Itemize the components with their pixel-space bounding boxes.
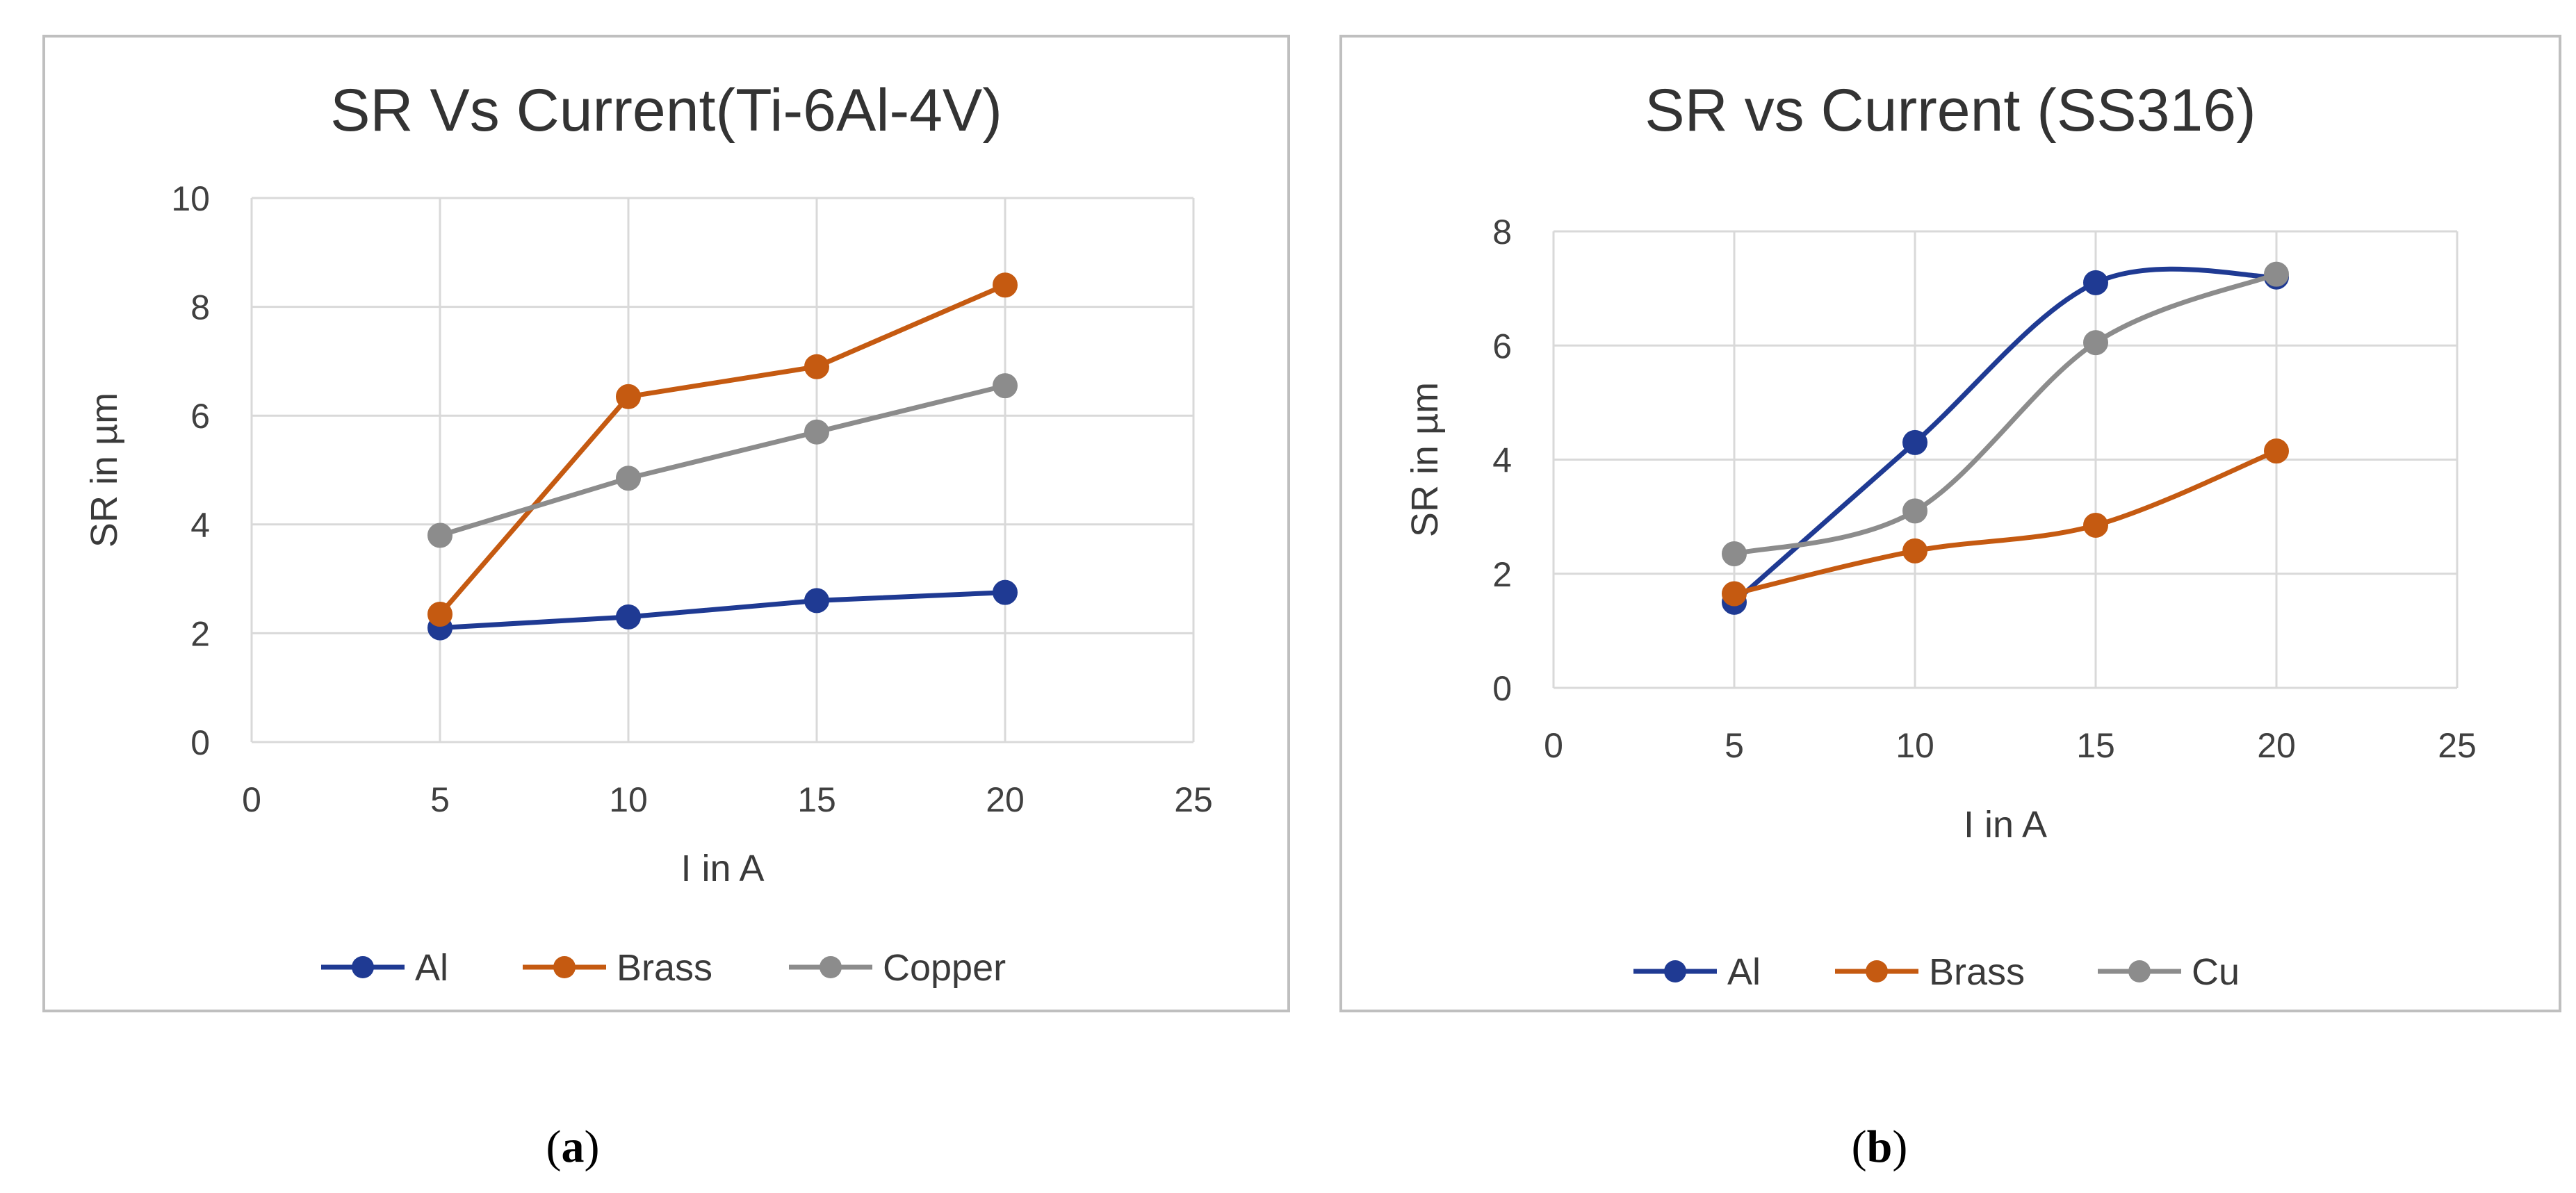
data-point-brass [2264,438,2289,464]
series-line-al [1731,266,2279,605]
x-tick-label: 10 [609,780,648,819]
chart-panel-0: SR Vs Current(Ti-6Al-4V) 0 2 4 6 8 10 0 5 10 15 20 2… [42,35,1290,1172]
chart-title: SR Vs Current(Ti-6Al-4V) [330,77,1002,144]
x-tick-label: 25 [1174,780,1213,819]
legend-label-brass: Brass [617,947,712,989]
x-tick-label: 15 [797,780,836,819]
data-point-al [1902,429,1927,455]
y-tick-label: 4 [1492,441,1512,480]
data-point-copper [427,523,453,548]
y-tick-label: 8 [190,288,210,327]
data-point-brass [616,384,641,409]
caption-open: ( [546,1121,562,1172]
y-tick-label: 0 [1492,669,1512,708]
data-point-cu [2264,261,2289,287]
x-tick-label: 10 [1896,726,1934,765]
data-point-al [804,588,829,614]
x-tick-label: 5 [1725,726,1744,765]
y-axis-title: SR in µm [1404,382,1446,537]
legend-swatch-marker [1664,960,1686,982]
y-tick-label: 6 [1492,327,1512,365]
data-point-copper [616,466,641,491]
x-axis-title: I in A [1964,804,2047,846]
y-tick-label: 6 [190,397,210,436]
series-line-cu [1731,272,2279,557]
panel-caption: (b) [1852,1121,1908,1172]
legend-swatch-marker [1866,960,1888,982]
legend-swatch-marker [553,956,576,978]
legend-label-al: Al [415,947,448,989]
legend-swatch-marker [352,956,374,978]
caption-label: a [562,1121,585,1172]
legend-label-cu: Cu [2192,951,2240,993]
x-axis-title: I in A [680,848,764,889]
data-point-cu [2083,330,2108,356]
y-tick-label: 2 [1492,555,1512,594]
y-tick-label: 10 [171,179,210,218]
series-line-al [437,590,1008,631]
chart-frame [1339,35,2561,1012]
y-tick-label: 8 [1492,213,1512,252]
data-point-brass [1722,581,1747,607]
x-tick-label: 0 [242,780,261,819]
legend-label-copper: Copper [883,947,1006,989]
chart-panel-1: SR vs Current (SS316) 0 2 4 6 8 0 5 10 15 20 25 I in… [1339,35,2561,1172]
chart-title: SR vs Current (SS316) [1645,77,2256,144]
x-tick-label: 0 [1544,726,1563,765]
caption-close: ) [585,1121,600,1172]
data-point-brass [804,354,829,379]
data-point-copper [993,373,1018,399]
data-point-brass [427,601,453,627]
data-point-cu [1902,498,1927,524]
x-tick-label: 20 [2257,726,2296,765]
legend-label-al: Al [1727,951,1761,993]
data-point-copper [804,419,829,445]
data-point-brass [2083,512,2108,538]
x-tick-label: 5 [430,780,450,819]
data-point-al [616,604,641,630]
x-tick-label: 20 [986,780,1025,819]
legend-label-brass: Brass [1929,951,2025,993]
caption-close: ) [1892,1121,1907,1172]
y-tick-label: 4 [190,506,210,545]
data-point-al [993,579,1018,605]
data-point-brass [993,272,1018,298]
caption-label: b [1867,1121,1893,1172]
x-tick-label: 15 [2076,726,2115,765]
legend-swatch-marker [820,956,842,978]
y-tick-label: 0 [190,723,210,762]
caption-open: ( [1852,1121,1867,1172]
x-tick-label: 25 [2438,726,2477,765]
series-line-brass [1731,448,2279,596]
data-point-al [2083,270,2108,295]
y-axis-title: SR in µm [83,393,125,548]
legend-swatch-marker [2128,960,2151,982]
y-tick-label: 2 [190,614,210,653]
panel-caption: (a) [546,1121,600,1172]
series-line-copper [437,383,1008,538]
data-point-brass [1902,538,1927,563]
data-point-cu [1722,541,1747,567]
